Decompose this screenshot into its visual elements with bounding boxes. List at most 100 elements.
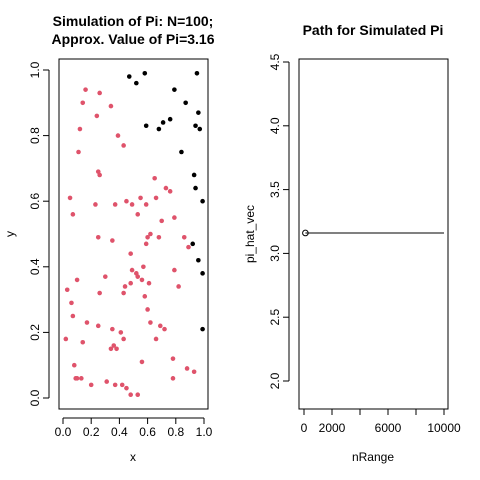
point-outside-circle (143, 241, 149, 247)
path-title: Path for Simulated Pi (303, 22, 444, 38)
point-outside-circle (162, 326, 167, 332)
point-inside-circle (167, 116, 173, 122)
point-inside-circle (126, 74, 132, 79)
path-x-tick-label: 6000 (375, 421, 402, 435)
point-outside-circle (112, 382, 118, 388)
point-outside-circle (121, 290, 126, 296)
point-inside-circle (142, 70, 148, 76)
scatter-y-tick-label: 0.2 (28, 324, 42, 341)
point-inside-circle (200, 198, 205, 204)
scatter-x-label: x (130, 450, 136, 464)
point-outside-circle (153, 336, 159, 342)
path-x-label: nRange (352, 450, 394, 464)
path-x-tick-label: 2000 (319, 421, 346, 435)
scatter-y-tick-label: 0.4 (28, 258, 42, 275)
scatter-y-tick-label: 0.6 (28, 193, 42, 210)
path-y-tick-label: 4.0 (268, 117, 282, 134)
point-inside-circle (143, 123, 149, 129)
path-y-label: pi_hat_vec (243, 205, 257, 263)
path-panel: Path for Simulated Pi 0 2000 6000 10000 2.0… (243, 22, 461, 464)
point-outside-circle (118, 330, 124, 335)
point-outside-circle (128, 280, 133, 286)
point-outside-circle (71, 362, 77, 368)
point-outside-circle (79, 376, 84, 381)
scatter-y-label: y (3, 231, 17, 237)
path-y-tick-label: 2.0 (268, 372, 282, 389)
scatter-y-tick-label: 0.8 (28, 127, 42, 144)
point-outside-circle (119, 382, 125, 388)
point-outside-circle (124, 385, 129, 391)
point-outside-circle (114, 346, 119, 352)
scatter-y-axis: 0.0 0.2 0.4 0.6 0.8 1.0 (28, 61, 50, 406)
point-outside-circle (143, 202, 149, 207)
point-outside-circle (76, 149, 81, 155)
point-outside-circle (115, 133, 121, 138)
point-outside-circle (83, 87, 88, 92)
point-outside-circle (74, 376, 80, 381)
point-outside-circle (97, 90, 102, 96)
point-inside-circle (156, 126, 162, 132)
point-outside-circle (84, 320, 90, 325)
point-outside-circle (108, 346, 114, 352)
scatter-y-tick-label: 1.0 (28, 61, 42, 78)
point-inside-circle (200, 271, 205, 276)
point-outside-circle (124, 198, 129, 204)
point-outside-circle (111, 343, 117, 348)
point-outside-circle (145, 234, 150, 240)
scatter-y-tick-label: 0.0 (28, 389, 42, 406)
point-outside-circle (129, 202, 135, 207)
point-outside-circle (139, 277, 145, 283)
point-outside-circle (135, 392, 141, 398)
point-outside-circle (129, 267, 135, 273)
point-outside-circle (142, 294, 148, 299)
point-outside-circle (135, 274, 141, 279)
point-outside-circle (121, 143, 126, 148)
point-outside-circle (67, 195, 73, 201)
point-outside-circle (145, 307, 150, 312)
point-outside-circle (176, 284, 181, 289)
point-outside-circle (156, 234, 162, 240)
point-outside-circle (95, 323, 101, 329)
point-outside-circle (70, 313, 76, 319)
point-outside-circle (122, 284, 128, 289)
path-y-tick-label: 4.5 (268, 53, 282, 70)
point-inside-circle (196, 110, 201, 115)
scatter-x-tick-label: 0.8 (167, 425, 184, 439)
point-inside-circle (172, 87, 177, 92)
point-outside-circle (112, 202, 118, 207)
path-plot-frame (298, 58, 449, 410)
point-inside-circle (183, 100, 188, 106)
point-outside-circle (64, 287, 70, 293)
path-x-axis: 0 2000 6000 10000 (301, 408, 461, 435)
scatter-x-tick-label: 0.6 (139, 425, 156, 439)
point-outside-circle (121, 336, 126, 342)
point-outside-circle (148, 231, 153, 237)
path-x-tick-label: 0 (301, 421, 308, 435)
point-outside-circle (159, 218, 164, 224)
point-inside-circle (160, 120, 166, 125)
point-outside-circle (80, 100, 86, 106)
point-inside-circle (194, 70, 200, 76)
scatter-x-tick-label: 0.4 (111, 425, 128, 439)
point-outside-circle (186, 244, 191, 250)
point-outside-circle (135, 212, 141, 217)
point-outside-circle (88, 382, 94, 388)
point-outside-circle (172, 215, 177, 220)
point-outside-circle (184, 366, 190, 371)
scatter-subtitle: Approx. Value of Pi=3.16 (51, 31, 214, 47)
path-y-tick-label: 2.5 (268, 309, 282, 326)
point-inside-circle (179, 149, 184, 155)
point-outside-circle (80, 339, 86, 345)
point-outside-circle (128, 392, 133, 398)
path-series (302, 229, 444, 237)
point-outside-circle (148, 320, 153, 325)
point-outside-circle (97, 290, 102, 296)
scatter-panel: Simulation of Pi: N=100; Approx. Value o… (3, 13, 215, 464)
scatter-x-tick-label: 1.0 (196, 425, 213, 439)
point-inside-circle (193, 123, 198, 129)
point-outside-circle (95, 234, 101, 240)
point-outside-circle (93, 202, 98, 207)
pi-hat-start-point (302, 229, 309, 237)
scatter-points (63, 70, 205, 398)
